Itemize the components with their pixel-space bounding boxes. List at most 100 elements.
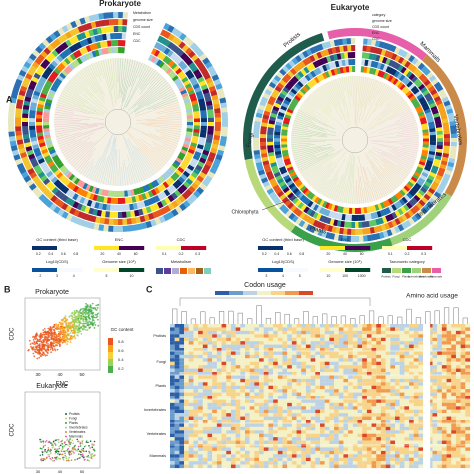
ring-segment [374,232,381,240]
ring-segment [289,102,297,109]
heat-cell [296,324,302,328]
ring-segment [110,33,115,40]
branch [74,148,94,170]
heat-cell [226,402,232,407]
heat-cell [343,344,349,349]
branch [308,162,333,185]
ring-segment [426,71,434,79]
ring-segment [167,25,175,33]
heat-cell [343,426,349,431]
heat-cell [198,385,203,390]
heat-cell [310,392,316,397]
heat-cell [287,450,292,455]
ring-segment [68,45,76,53]
heat-cell [207,392,213,397]
ring-segment [302,50,309,58]
label: GC content (third base) [36,237,78,242]
heat-cell [291,416,297,421]
ring-segment [154,41,161,49]
heat-cell [268,423,274,427]
heat-cell [301,378,307,383]
ring-segment [367,38,373,46]
heat-cell [329,361,335,366]
heat-cell [268,341,274,345]
heat-cell [282,368,288,373]
heat-cell [221,454,227,458]
ring-segment [88,14,96,22]
ring-segment [190,96,198,102]
ring-segment [81,23,89,32]
heat-cell [277,440,283,445]
heat-cell [230,437,236,441]
ring-segment [430,184,438,192]
branch [368,128,419,138]
ring-segment [273,74,282,82]
ring-segment [103,40,108,48]
heat-cell [245,330,250,335]
ring-segment [36,118,43,122]
heat-cell [198,464,203,469]
ring-segment [284,189,292,197]
heat-cell [188,440,194,445]
ring-segment [164,197,171,205]
ring-segment [286,93,294,100]
ring-segment [178,41,186,50]
heat-cell [348,413,353,417]
legend-swatch [295,246,299,250]
branch [93,62,102,82]
ring-segment [279,204,287,212]
heat-cell [296,423,302,427]
heat-cell [184,461,189,465]
ring-segment [17,94,25,101]
scatter-point [88,313,91,316]
ring-segment [316,198,323,205]
heat-cell [320,385,325,390]
legend-swatch [116,268,120,272]
branch [379,105,410,126]
category-arc [421,54,467,197]
heat-cell [338,454,344,458]
heat-cell [296,330,302,335]
branch [137,82,169,107]
scatter-point [60,440,62,443]
heat-cell [240,440,246,445]
ring-segment [272,88,280,96]
ring-segment [175,206,183,214]
heat-cell [259,450,264,455]
ring-segment [297,70,305,78]
ring-segment [15,103,23,109]
legend-swatch [394,246,398,250]
heat-cell [193,358,199,362]
heat-cell [282,406,288,410]
ring-segment [412,100,420,107]
heat-cell [240,433,246,438]
ring-segment [117,197,122,204]
branch [378,154,410,175]
branch [356,76,362,128]
ring-segment [410,187,418,195]
branch [126,166,131,185]
ring-segment [136,202,142,209]
heat-cell [202,423,208,427]
heat-cell [277,389,283,393]
category-arc [243,33,325,160]
ring-segment [214,122,221,127]
heat-cell [188,437,194,441]
scatter-point [35,335,38,338]
branch [291,140,326,143]
branch [310,93,346,131]
scatter-point [69,314,72,317]
ring-segment [260,125,267,131]
heat-cell [324,341,330,345]
heat-cell [348,389,353,393]
label: 40 [58,469,63,474]
heat-cell [179,351,185,355]
scatter-point [33,341,36,343]
scatter-point [72,442,74,445]
heat-cell [296,341,302,345]
ring-segment [412,174,420,180]
heat-cell [263,382,269,386]
heat-cell [216,402,222,407]
branch [127,155,136,184]
ring-segment [177,49,185,58]
